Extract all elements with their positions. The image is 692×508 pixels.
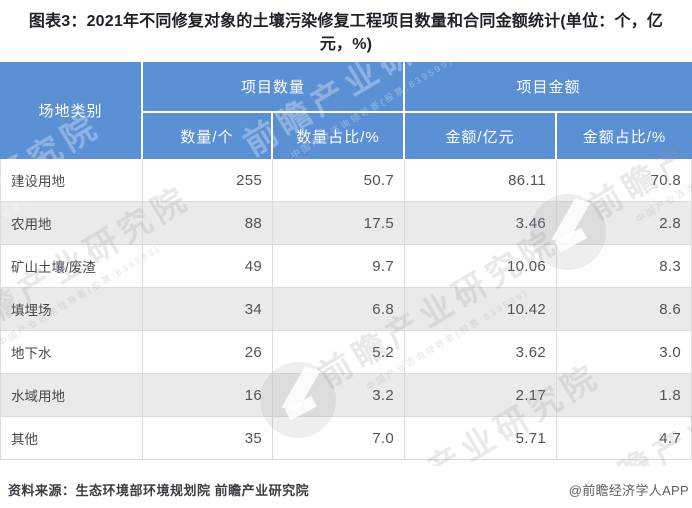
count-cell: 88 bbox=[143, 202, 273, 245]
category-cell: 填埋场 bbox=[0, 288, 143, 331]
amount-cell: 5.71 bbox=[405, 417, 558, 460]
category-cell: 其他 bbox=[0, 417, 143, 460]
amount-share-cell: 2.8 bbox=[557, 202, 692, 245]
table-row: 水域用地 16 3.2 2.17 1.8 bbox=[0, 374, 692, 417]
header-site-category: 场地类别 bbox=[0, 62, 143, 159]
header-amount-share: 金额占比/% bbox=[557, 113, 692, 159]
category-cell: 水域用地 bbox=[0, 374, 143, 417]
amount-share-cell: 3.0 bbox=[557, 331, 692, 374]
statistics-table: 场地类别 项目数量 项目金额 数量/个 数量占比/% 金额/亿元 金额占比/% … bbox=[0, 62, 692, 466]
app-credit: @前瞻经济学人APP bbox=[568, 483, 689, 498]
count-share-cell: 6.8 bbox=[273, 288, 406, 331]
amount-share-cell: 1.8 bbox=[557, 374, 692, 417]
source-note: 资料来源：生态环境部环境规划院 前瞻产业研究院 bbox=[8, 483, 310, 498]
count-cell: 35 bbox=[143, 417, 273, 460]
category-cell: 建设用地 bbox=[0, 159, 143, 202]
count-cell: 16 bbox=[143, 374, 273, 417]
count-cell: 34 bbox=[143, 288, 273, 331]
header-count-share: 数量占比/% bbox=[273, 113, 406, 159]
table-row: 地下水 26 5.2 3.62 3.0 bbox=[0, 331, 692, 374]
count-share-cell: 3.2 bbox=[273, 374, 406, 417]
count-share-cell: 17.5 bbox=[273, 202, 406, 245]
table-row: 建设用地 255 50.7 86.11 70.8 bbox=[0, 159, 692, 202]
amount-cell: 10.06 bbox=[405, 245, 558, 288]
table-header: 场地类别 项目数量 项目金额 数量/个 数量占比/% 金额/亿元 金额占比/% bbox=[0, 62, 692, 159]
count-share-cell: 5.2 bbox=[273, 331, 406, 374]
amount-cell: 2.17 bbox=[405, 374, 558, 417]
amount-cell: 10.42 bbox=[405, 288, 558, 331]
count-share-cell: 9.7 bbox=[273, 245, 406, 288]
figure-footer: 资料来源：生态环境部环境规划院 前瞻产业研究院 @前瞻经济学人APP bbox=[0, 466, 692, 499]
count-share-cell: 50.7 bbox=[273, 159, 406, 202]
figure-title: 图表3：2021年不同修复对象的土壤污染修复工程项目数量和合同金额统计(单位：个… bbox=[28, 13, 664, 53]
amount-cell: 3.62 bbox=[405, 331, 558, 374]
table-row: 矿山土壤/废渣 49 9.7 10.06 8.3 bbox=[0, 245, 692, 288]
count-cell: 49 bbox=[143, 245, 273, 288]
amount-cell: 3.46 bbox=[405, 202, 558, 245]
count-share-cell: 7.0 bbox=[273, 417, 406, 460]
category-cell: 农用地 bbox=[0, 202, 143, 245]
table-row: 填埋场 34 6.8 10.42 8.6 bbox=[0, 288, 692, 331]
header-count: 数量/个 bbox=[143, 113, 273, 159]
amount-share-cell: 8.6 bbox=[557, 288, 692, 331]
count-cell: 26 bbox=[143, 331, 273, 374]
header-group-project-amount: 项目金额 bbox=[405, 62, 692, 113]
table-body: 建设用地 255 50.7 86.11 70.8 农用地 88 17.5 3.4… bbox=[0, 159, 692, 460]
header-amount: 金额/亿元 bbox=[405, 113, 558, 159]
amount-share-cell: 8.3 bbox=[557, 245, 692, 288]
category-cell: 矿山土壤/废渣 bbox=[0, 245, 143, 288]
table-row: 农用地 88 17.5 3.46 2.8 bbox=[0, 202, 692, 245]
table-row: 其他 35 7.0 5.71 4.7 bbox=[0, 417, 692, 460]
amount-cell: 86.11 bbox=[405, 159, 558, 202]
count-cell: 255 bbox=[143, 159, 273, 202]
header-group-project-count: 项目数量 bbox=[143, 62, 406, 113]
amount-share-cell: 70.8 bbox=[557, 159, 692, 202]
amount-share-cell: 4.7 bbox=[557, 417, 692, 460]
data-table: 场地类别 项目数量 项目金额 数量/个 数量占比/% 金额/亿元 金额占比/% … bbox=[0, 62, 692, 460]
category-cell: 地下水 bbox=[0, 331, 143, 374]
